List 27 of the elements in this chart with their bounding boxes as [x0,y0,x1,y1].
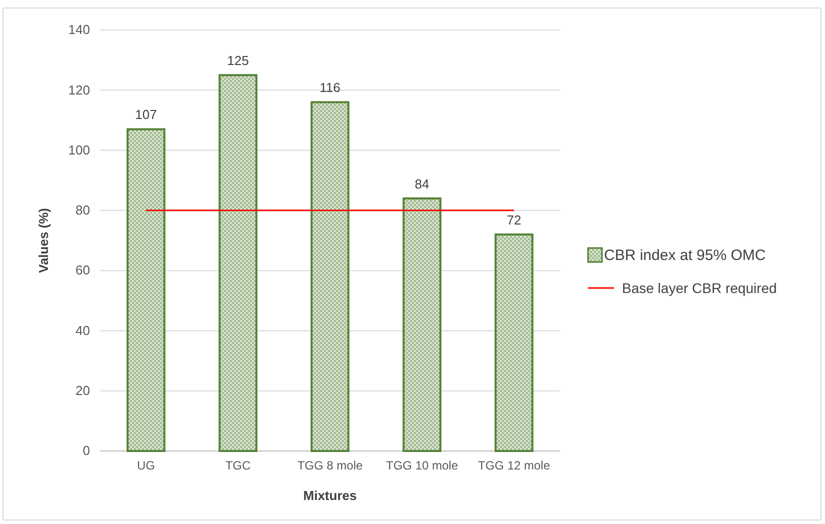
bar [494,233,534,452]
y-tick-label: 100 [68,142,90,158]
legend-label: Base layer CBR required [622,280,777,296]
y-axis-title: Values (%) [36,208,51,274]
data-label: 125 [227,53,249,68]
x-tick-label: TGG 12 mole [478,458,550,473]
y-tick-label: 80 [76,202,90,218]
bar [126,128,166,452]
x-tick-label: TGG 8 mole [297,458,363,473]
y-tick-label: 40 [76,322,90,338]
y-tick-label: 0 [82,443,90,458]
legend-label: CBR index at 95% OMC [604,247,766,264]
data-label: 84 [414,176,430,192]
bar [310,101,350,452]
y-tick-label: 140 [68,22,90,38]
data-label: 72 [506,212,522,228]
bar [218,74,258,452]
x-tick-label: TGG 10 mole [386,458,458,473]
data-label: 107 [135,107,157,122]
bar [402,197,442,452]
x-tick-label: UG [137,458,155,473]
y-tick-label: 60 [76,262,90,278]
data-label: 116 [320,80,340,96]
x-axis-title: Mixtures [303,488,357,503]
y-tick-label: 20 [76,383,90,398]
x-tick-label: TGC [225,458,251,473]
y-tick-label: 120 [68,82,90,98]
